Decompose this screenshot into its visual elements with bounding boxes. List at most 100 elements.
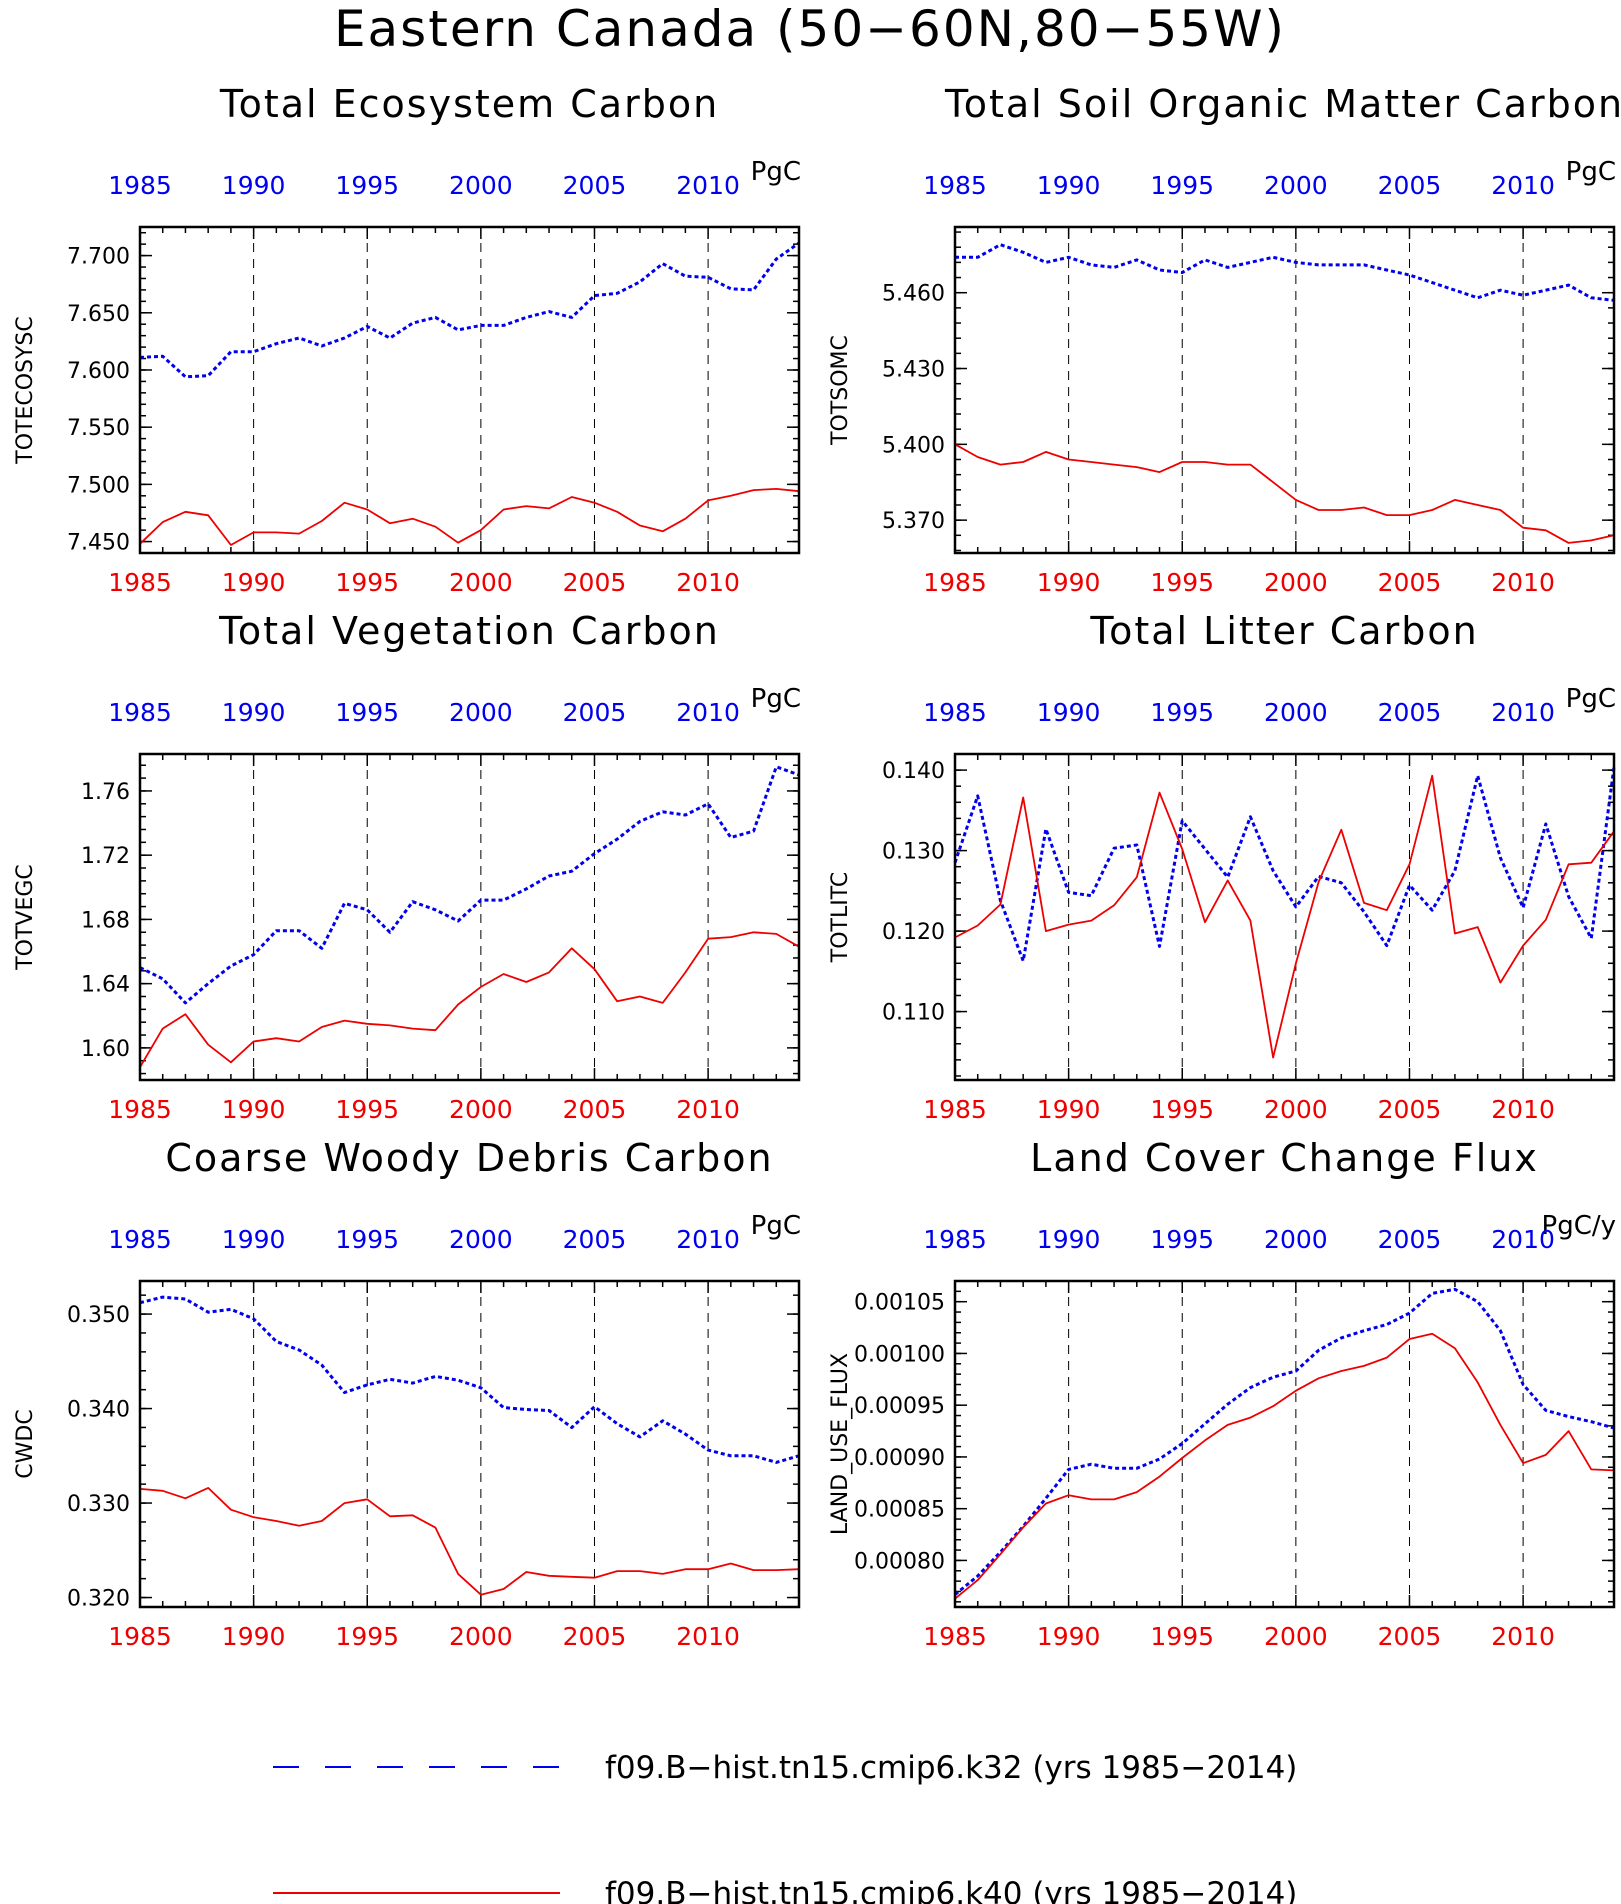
x-tick-label-bottom: 1990 [222, 568, 286, 597]
units-label: PgC [751, 684, 801, 714]
plot-frame [138, 1279, 801, 1609]
x-tick-label-bottom: 2000 [449, 1622, 513, 1651]
x-tick-label-bottom: 2010 [676, 568, 740, 597]
y-tick-label: 5.370 [882, 509, 945, 534]
x-tick-label-top: 2010 [1491, 1225, 1555, 1254]
x-tick-label-bottom: 1990 [1037, 568, 1101, 597]
y-tick-label: 5.400 [882, 433, 945, 458]
chart-panel: Land Cover Change Flux PgC/y LAND_USE_FLUX… [828, 1136, 1616, 1651]
y-tick-label: 0.140 [882, 759, 945, 784]
x-tick-label-bottom: 2000 [1264, 1622, 1328, 1651]
x-tick-label-bottom: 2005 [1378, 568, 1442, 597]
units-label: PgC [751, 1211, 801, 1241]
x-tick-label-bottom: 2000 [1264, 1095, 1328, 1124]
x-tick-label-top: 1985 [108, 171, 172, 200]
plot-frame [138, 752, 801, 1082]
x-tick-label-bottom: 1985 [923, 568, 987, 597]
x-tick-label-top: 1985 [923, 171, 987, 200]
y-tick-label: 0.00085 [854, 1498, 945, 1523]
legend-label: f09.B−hist.tn15.cmip6.k40 (yrs 1985−2014… [605, 1876, 1297, 1904]
chart-title: Land Cover Change Flux [1030, 1136, 1539, 1180]
x-tick-label-top: 1995 [1150, 171, 1214, 200]
chart-panel: Total Ecosystem Carbon PgC TOTECOSYSC 1985 1… [13, 82, 801, 597]
y-axis-label: TOTVEGC [13, 864, 38, 971]
x-tick-label-top: 2000 [1264, 698, 1328, 727]
x-tick-label-top: 2005 [563, 698, 627, 727]
y-tick-label: 5.430 [882, 358, 945, 383]
x-tick-label-bottom: 1995 [1150, 1095, 1214, 1124]
units-label: PgC/y [1542, 1211, 1616, 1241]
figure-title: Eastern Canada (50−60N,80−55W) [334, 0, 1286, 58]
y-tick-label: 0.120 [882, 920, 945, 945]
y-tick-label: 0.00080 [854, 1549, 945, 1574]
chart-title: Total Vegetation Carbon [218, 609, 720, 653]
x-tick-label-top: 2005 [1378, 171, 1442, 200]
y-tick-label: 7.500 [67, 473, 130, 498]
plot-frame [138, 225, 801, 555]
x-tick-label-bottom: 2010 [676, 1622, 740, 1651]
x-tick-label-top: 1985 [923, 1225, 987, 1254]
x-tick-label-bottom: 2000 [449, 568, 513, 597]
y-tick-label: 0.350 [67, 1303, 130, 1328]
chart-title: Total Litter Carbon [1089, 609, 1478, 653]
series-line-k32 [953, 766, 1616, 963]
plot-frame [953, 752, 1616, 1082]
x-tick-label-top: 2010 [1491, 171, 1555, 200]
x-tick-label-bottom: 1990 [1037, 1095, 1101, 1124]
plot-frame [953, 1279, 1616, 1609]
chart-panel: Total Vegetation Carbon PgC TOTVEGC 1985 198… [13, 609, 801, 1124]
x-tick-label-bottom: 1995 [335, 1622, 399, 1651]
x-tick-label-top: 1995 [335, 171, 399, 200]
x-tick-label-top: 1985 [108, 1225, 172, 1254]
y-axis-label: TOTLITC [828, 872, 853, 963]
x-tick-label-bottom: 2000 [1264, 568, 1328, 597]
y-tick-label: 1.72 [81, 844, 130, 869]
x-tick-label-top: 1990 [1037, 171, 1101, 200]
series-line-k32 [139, 241, 800, 379]
y-tick-label: 5.460 [882, 282, 945, 307]
series-line-k40 [954, 774, 1615, 1059]
x-tick-label-bottom: 1990 [1037, 1622, 1101, 1651]
y-tick-label: 0.340 [67, 1398, 130, 1423]
series-line-k40 [139, 487, 800, 546]
x-tick-label-top: 1990 [1037, 698, 1101, 727]
series-line-k40 [954, 1332, 1615, 1600]
y-tick-label: 0.320 [67, 1587, 130, 1612]
x-tick-label-top: 2010 [676, 1225, 740, 1254]
units-label: PgC [1566, 684, 1616, 714]
y-tick-label: 1.64 [81, 973, 130, 998]
x-tick-label-top: 1990 [222, 698, 286, 727]
x-tick-label-bottom: 1985 [108, 1622, 172, 1651]
y-axis-label: CWDC [13, 1409, 38, 1478]
series-line-k32 [139, 765, 800, 1005]
x-tick-label-top: 2000 [449, 698, 513, 727]
units-label: PgC [1566, 157, 1616, 187]
y-axis-label: TOTSOMC [828, 335, 853, 446]
x-tick-label-top: 2000 [449, 1225, 513, 1254]
x-tick-label-top: 2000 [1264, 171, 1328, 200]
x-tick-label-top: 1995 [1150, 1225, 1214, 1254]
y-tick-label: 0.110 [882, 1001, 945, 1026]
y-axis-label: TOTECOSYSC [13, 316, 38, 465]
y-tick-label: 0.00105 [854, 1291, 945, 1316]
x-tick-label-bottom: 1995 [1150, 1622, 1214, 1651]
x-tick-label-top: 1995 [335, 1225, 399, 1254]
x-tick-label-top: 2005 [1378, 1225, 1442, 1254]
series-line-k40 [954, 443, 1615, 544]
x-tick-label-top: 1990 [222, 1225, 286, 1254]
x-tick-label-bottom: 1985 [108, 568, 172, 597]
series-line-k40 [139, 931, 800, 1068]
chart-title: Total Soil Organic Matter Carbon [944, 82, 1621, 126]
chart-title: Total Ecosystem Carbon [219, 82, 719, 126]
y-tick-label: 7.450 [67, 531, 130, 556]
x-tick-label-bottom: 2010 [1491, 1095, 1555, 1124]
x-tick-label-bottom: 1985 [923, 1622, 987, 1651]
x-tick-label-bottom: 2005 [1378, 1095, 1442, 1124]
series-line-k32 [954, 1287, 1615, 1596]
chart-title: Coarse Woody Debris Carbon [165, 1136, 773, 1180]
x-tick-label-top: 2005 [1378, 698, 1442, 727]
units-label: PgC [751, 157, 801, 187]
legend-label: f09.B−hist.tn15.cmip6.k32 (yrs 1985−2014… [605, 1750, 1297, 1786]
chart-panel: Coarse Woody Debris Carbon PgC CWDC 1985 198… [13, 1136, 801, 1651]
x-tick-label-bottom: 1990 [222, 1095, 286, 1124]
